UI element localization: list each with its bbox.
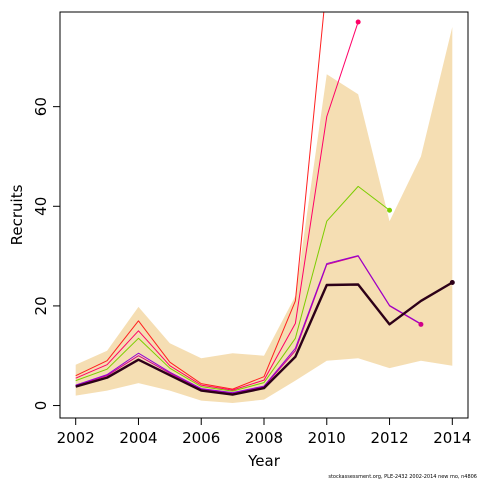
series-end-point-1 bbox=[418, 321, 424, 327]
x-tick-label: 2006 bbox=[182, 429, 220, 447]
y-tick-label: 60 bbox=[32, 97, 50, 116]
series-line-4 bbox=[75, 21, 359, 391]
x-tick-label: 2004 bbox=[119, 429, 157, 447]
confidence-band bbox=[75, 26, 453, 404]
x-tick-label: 2014 bbox=[433, 429, 471, 447]
confidence-band-area bbox=[75, 26, 453, 404]
series-line-3 bbox=[75, 185, 390, 392]
x-axis: 2002 2004 2006 2008 2010 2012 2014 bbox=[57, 418, 471, 447]
series-line-0 bbox=[75, 281, 453, 396]
x-tick-label: 2010 bbox=[308, 429, 346, 447]
y-axis: 0 20 40 60 bbox=[32, 97, 60, 410]
x-tick-label: 2012 bbox=[370, 429, 408, 447]
y-tick-label: 0 bbox=[32, 401, 50, 411]
series-lines bbox=[75, 12, 453, 396]
series-end-markers bbox=[355, 19, 455, 327]
series-end-point-0 bbox=[449, 280, 455, 286]
x-tick-label: 2002 bbox=[57, 429, 95, 447]
x-tick-label: 2008 bbox=[245, 429, 283, 447]
x-axis-title: Year bbox=[247, 452, 281, 470]
series-end-point-3 bbox=[387, 207, 393, 213]
y-tick-label: 20 bbox=[32, 296, 50, 315]
y-axis-title: Recruits bbox=[8, 184, 26, 245]
series-line-2 bbox=[75, 255, 422, 394]
y-tick-label: 40 bbox=[32, 197, 50, 216]
footer-note: stockassessment.org, PLE-2432 2002-2014 … bbox=[328, 474, 477, 480]
series-line-5 bbox=[75, 12, 325, 390]
series-end-point-4 bbox=[355, 19, 361, 25]
